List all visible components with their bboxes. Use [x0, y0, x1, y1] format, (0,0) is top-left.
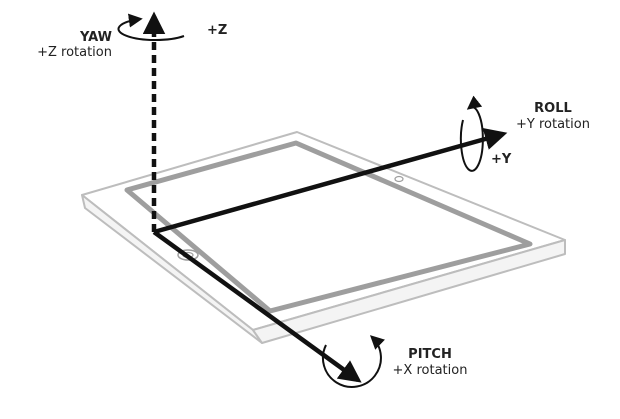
camera-icon	[394, 175, 404, 183]
y-axis-label: +Y	[491, 152, 512, 167]
pitch-subtitle: +X rotation	[392, 363, 468, 378]
pitch-rotation-arrow-icon	[321, 335, 385, 388]
z-axis-label: +Z	[207, 23, 228, 38]
tablet-front-side	[252, 239, 566, 344]
tablet-screen-border	[124, 140, 533, 314]
rotation-arrows	[117, 13, 484, 388]
tablet-device	[81, 131, 566, 344]
roll-title: ROLL	[534, 101, 572, 116]
pitch-title: PITCH	[408, 347, 452, 362]
y-axis	[153, 128, 508, 235]
yaw-rotation-arrow-icon	[117, 13, 185, 41]
roll-subtitle: +Y rotation	[516, 117, 590, 132]
yaw-subtitle: +Z rotation	[37, 45, 112, 60]
roll-rotation-arrow-icon	[459, 95, 484, 172]
yaw-title: YAW	[80, 30, 112, 45]
